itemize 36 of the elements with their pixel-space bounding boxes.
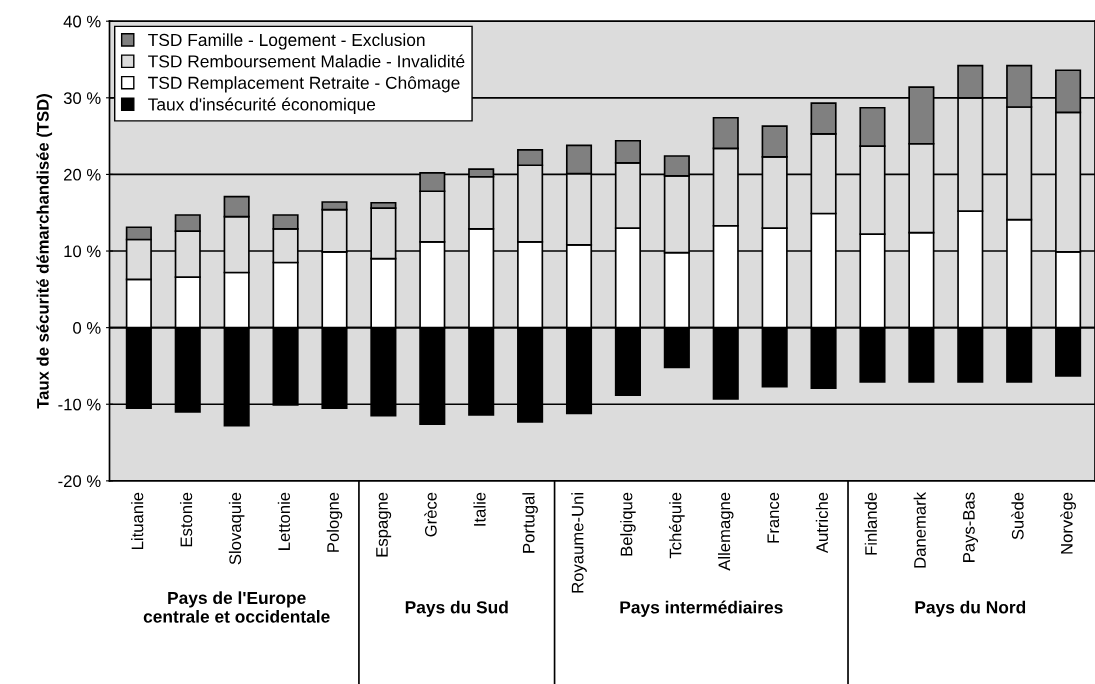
x-tick-label: Grèce	[424, 492, 437, 537]
x-tick-label: Italie	[473, 492, 486, 526]
x-tick-label: Portugal	[522, 493, 538, 553]
text: Pays intermédiaires	[620, 600, 783, 617]
x-tick-label: Estonie	[179, 492, 193, 547]
y-tick-label: -20 %	[58, 475, 101, 488]
legend-label: TSD Remplacement Retraite - Chômage	[148, 76, 460, 93]
y-tick-label: 20 %	[64, 168, 101, 181]
x-tick-label: Lettonie	[277, 492, 291, 550]
y-tick-label: 0 %	[73, 322, 101, 334]
x-tick-label: France	[767, 492, 780, 543]
x-tick-label: Danemark	[913, 491, 926, 568]
x-tick-label: Pologne	[326, 492, 343, 552]
text: Pays de l'Europe centrale et occidentale	[143, 591, 330, 623]
x-tick-label: Suède	[1011, 492, 1024, 540]
legend-label: TSD Famille - Logement - Exclusion	[148, 33, 425, 50]
y-tick-label: 10 %	[64, 245, 101, 258]
x-tick-label: Allemagne	[717, 492, 734, 571]
y-tick-label: 40 %	[63, 15, 101, 28]
y-tick-label: -10 %	[58, 398, 101, 411]
text: Pays du Sud	[405, 600, 508, 617]
x-tick-label: Belgique	[620, 492, 636, 556]
y-tick-label: 30 %	[63, 92, 101, 105]
x-tick-label: Royaume-Uni	[571, 493, 587, 593]
x-tick-label: Slovaquie	[228, 492, 245, 565]
text: Pays du Nord	[915, 600, 1026, 617]
x-tick-label: Autriche	[815, 492, 829, 554]
x-tick-label: Pays-Bas	[963, 492, 979, 562]
legend-label: TSD Remboursement Maladie - Invalidité	[148, 54, 465, 68]
x-tick-label: Lituanie	[131, 492, 144, 549]
y-axis-title: Taux de sécurité démarchandisée (TSD)	[36, 94, 53, 409]
x-tick-label: Espagne	[376, 492, 392, 557]
x-tick-label: Norvège	[1060, 492, 1076, 554]
x-tick-label: Finlande	[864, 492, 877, 555]
x-tick-label: Tchéquie	[668, 492, 685, 559]
legend-label: Taux d'insécurité économique	[148, 97, 376, 114]
